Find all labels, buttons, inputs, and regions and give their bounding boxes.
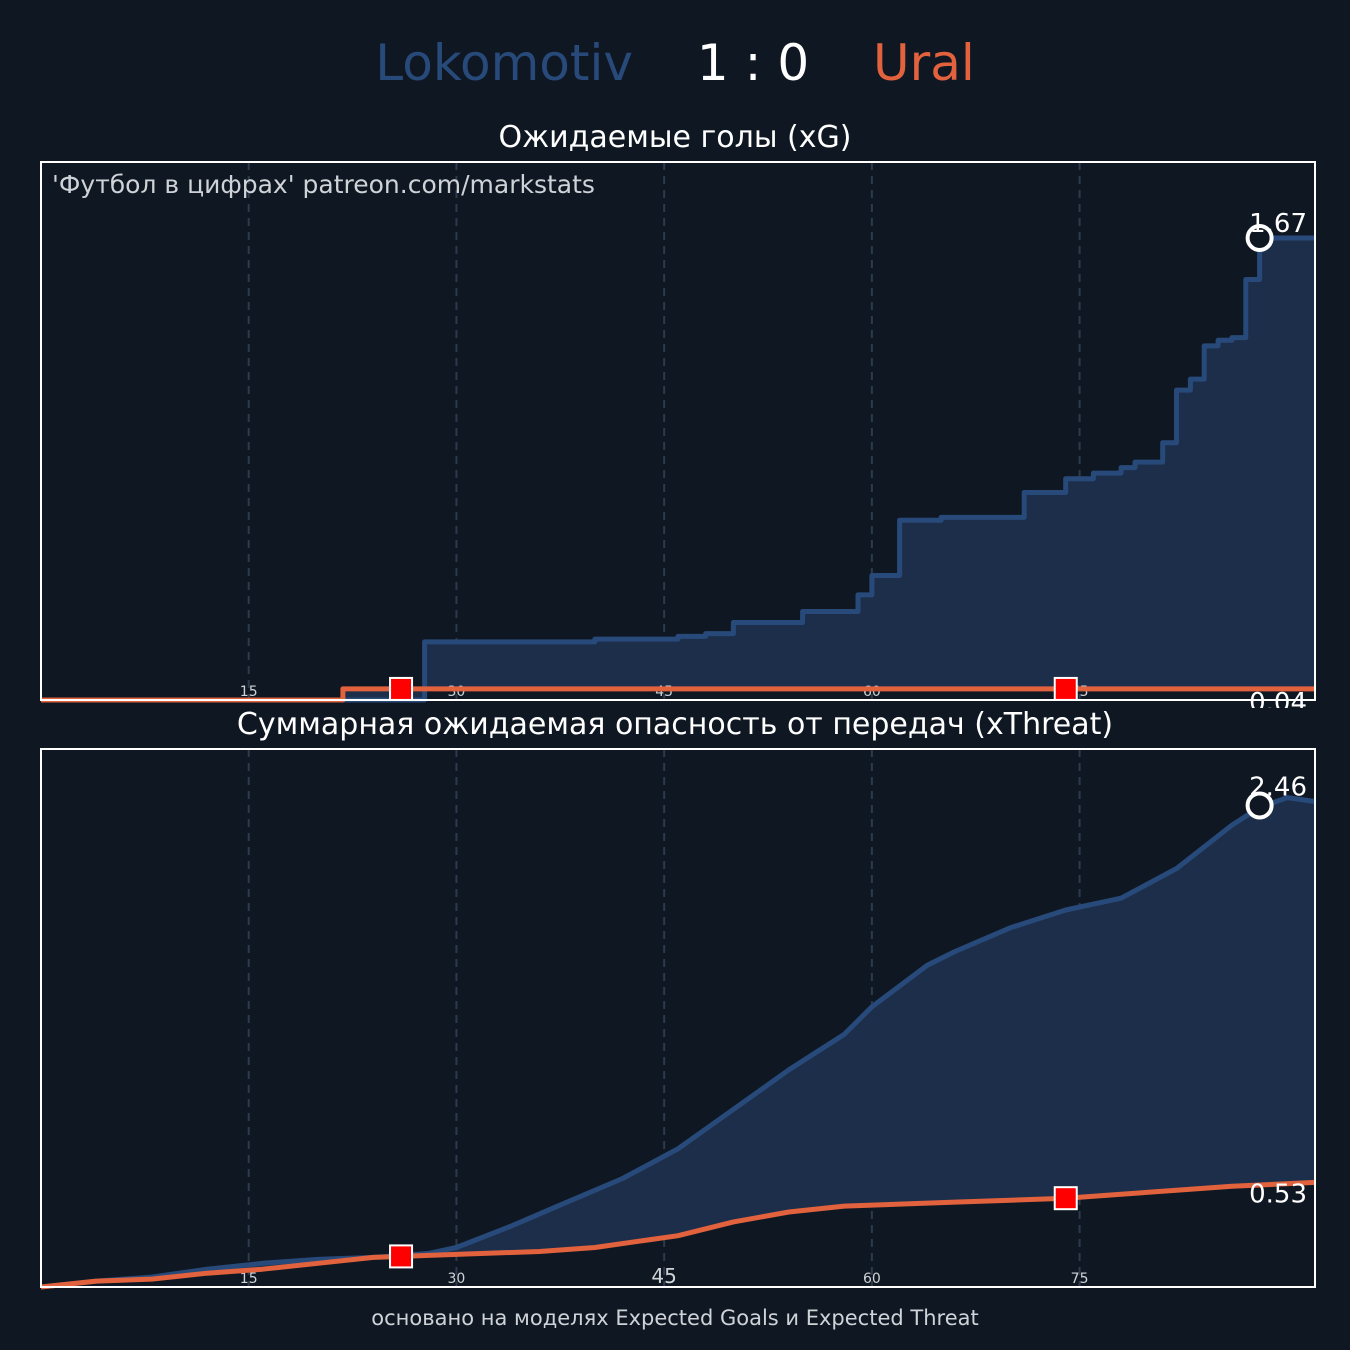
plot-frame — [40, 161, 1316, 701]
xthreat-chart: 15 30 45 60 75 2.46 0.53 — [40, 748, 1316, 1290]
x-tick-label-45: 45 — [651, 1264, 676, 1288]
xthreat-chart-title: Суммарная ожидаемая опасность от передач… — [236, 707, 1114, 742]
match-score: 1 : 0 — [696, 34, 810, 92]
footer-note: основано на моделях Expected Goals и Exp… — [371, 1306, 979, 1330]
xg-chart: 15 30 45 60 751.670.04 — [40, 161, 1316, 708]
red-square-icon — [1053, 676, 1078, 701]
away-end-value: 0.53 — [1249, 1179, 1307, 1209]
red-square-icon — [389, 1244, 414, 1269]
watermark-text: 'Футбол в цифрах' patreon.com/markstats — [52, 170, 595, 199]
home-end-value: 2.46 — [1249, 772, 1307, 802]
away-team-name: Ural — [873, 34, 975, 92]
x-tick-label-75: 75 — [1071, 1271, 1089, 1287]
lokomotiv-area — [41, 797, 1315, 1287]
xg-chart-title: Ожидаемые голы (xG) — [498, 120, 852, 155]
circle-icon — [1245, 223, 1274, 252]
red-square-icon — [1053, 1186, 1078, 1211]
lokomotiv-line — [40, 795, 1316, 1290]
lokomotiv-line — [41, 235, 1315, 703]
circle-icon — [1245, 791, 1274, 820]
plot-frame — [40, 748, 1316, 1288]
red-square-icon — [389, 676, 414, 701]
home-team-name: Lokomotiv — [375, 34, 633, 92]
match-header: Lokomotiv 1 : 0 Ural — [0, 28, 1350, 98]
lokomotiv-area — [41, 238, 1315, 700]
x-tick-label-15: 15 — [240, 1271, 258, 1287]
x-tick-label-60: 60 — [863, 1271, 881, 1287]
home-end-value: 1.67 — [1249, 209, 1307, 239]
away-end-value: 0.04 — [1249, 688, 1307, 708]
x-tick-label-15: 15 — [240, 684, 258, 700]
x-tick-label-30: 30 — [448, 1271, 466, 1287]
